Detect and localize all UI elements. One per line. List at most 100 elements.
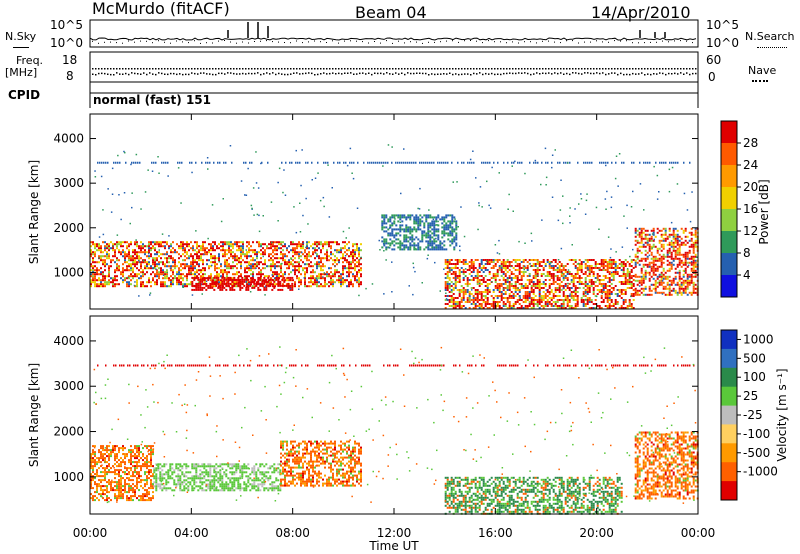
data-cell: [212, 245, 214, 248]
data-cell: [232, 283, 234, 286]
data-cell: [116, 245, 118, 248]
data-cell: [634, 239, 637, 242]
data-cell: [554, 259, 557, 261]
data-cell: [646, 251, 649, 254]
data-cell: [298, 255, 300, 258]
data-cell: [306, 267, 308, 270]
data-cell: [496, 283, 499, 285]
data-cell: [484, 267, 487, 269]
data-cell: [560, 263, 563, 265]
data-cell: [458, 269, 461, 271]
data-cell: [590, 271, 593, 273]
data-cell: [202, 273, 204, 276]
data-cell: [516, 259, 519, 261]
freq-dot: [206, 68, 208, 70]
data-cell: [586, 287, 589, 289]
data-cell: [286, 267, 288, 270]
data-cell: [244, 253, 246, 256]
data-cell: [474, 267, 477, 269]
data-cell: [644, 275, 647, 278]
data-cell: [276, 275, 278, 278]
data-cell: [482, 307, 485, 309]
data-cell: [640, 291, 643, 294]
data-cell: [470, 279, 473, 281]
data-cell: [532, 301, 535, 303]
data-cell: [205, 284, 208, 287]
data-cell: [644, 269, 647, 272]
data-cell: [654, 287, 657, 290]
data-cell: [164, 273, 166, 276]
data-cell: [401, 248, 404, 251]
data-cell: [202, 269, 204, 272]
data-cell: [276, 241, 278, 244]
data-cell: [676, 265, 679, 268]
data-cell: [209, 276, 212, 279]
data-cell: [674, 235, 677, 238]
data-cell: [328, 255, 330, 258]
data-cell: [648, 287, 651, 290]
data-cell: [433, 220, 436, 223]
data-cell: [628, 301, 631, 303]
data-cell: [332, 253, 334, 256]
data-cell: [240, 247, 242, 250]
freq-dot: [137, 68, 139, 70]
data-cell: [554, 303, 557, 305]
data-cell: [512, 307, 515, 309]
echo-line-cell: [231, 161, 233, 164]
data-cell: [486, 303, 489, 305]
data-cell: [300, 273, 302, 276]
nsearch-dot: [464, 40, 465, 42]
data-cell: [114, 251, 116, 254]
data-cell: [423, 248, 426, 251]
data-cell: [656, 285, 659, 288]
data-cell: [203, 278, 206, 281]
data-cell: [524, 267, 527, 269]
data-cell: [476, 275, 479, 277]
data-cell: [176, 271, 178, 274]
data-cell: [236, 245, 238, 248]
data-cell: [178, 277, 180, 280]
data-cell: [196, 269, 198, 272]
data-cell: [296, 265, 298, 268]
data-cell: [166, 273, 168, 276]
data-cell: [352, 285, 354, 288]
data-cell: [112, 279, 114, 282]
freq-dot: [302, 68, 304, 70]
scatter-cell: [218, 261, 220, 263]
data-cell: [516, 279, 519, 281]
freq-dot: [182, 68, 184, 70]
data-cell: [190, 283, 192, 286]
data-cell: [482, 277, 485, 279]
data-cell: [486, 259, 489, 261]
data-cell: [536, 305, 539, 307]
data-cell: [211, 282, 214, 285]
data-cell: [626, 283, 629, 285]
data-cell: [632, 279, 635, 281]
data-cell: [160, 271, 162, 274]
data-cell: [564, 277, 567, 279]
data-cell: [298, 251, 300, 254]
nave-dot: [641, 72, 643, 74]
echo-line-cell: [663, 161, 665, 164]
data-cell: [427, 230, 430, 233]
data-cell: [686, 253, 689, 256]
data-cell: [268, 247, 270, 250]
data-cell: [644, 257, 647, 260]
data-cell: [526, 305, 529, 307]
data-cell: [190, 247, 192, 250]
scatter-cell: [683, 270, 686, 272]
data-cell: [324, 279, 326, 282]
freq-dot: [443, 68, 445, 70]
data-cell: [672, 277, 675, 280]
freq-dot: [347, 68, 349, 70]
data-cell: [464, 289, 467, 291]
data-cell: [405, 226, 408, 229]
freq-dot: [365, 68, 367, 70]
data-cell: [670, 255, 673, 258]
data-cell: [350, 271, 352, 274]
data-cell: [462, 263, 465, 265]
data-cell: [132, 249, 134, 252]
data-cell: [254, 253, 256, 256]
data-cell: [114, 243, 116, 246]
data-cell: [648, 237, 651, 240]
